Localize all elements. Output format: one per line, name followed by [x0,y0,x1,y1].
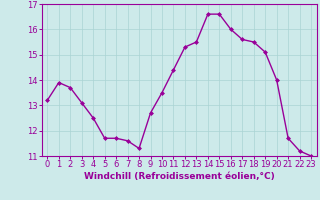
X-axis label: Windchill (Refroidissement éolien,°C): Windchill (Refroidissement éolien,°C) [84,172,275,181]
